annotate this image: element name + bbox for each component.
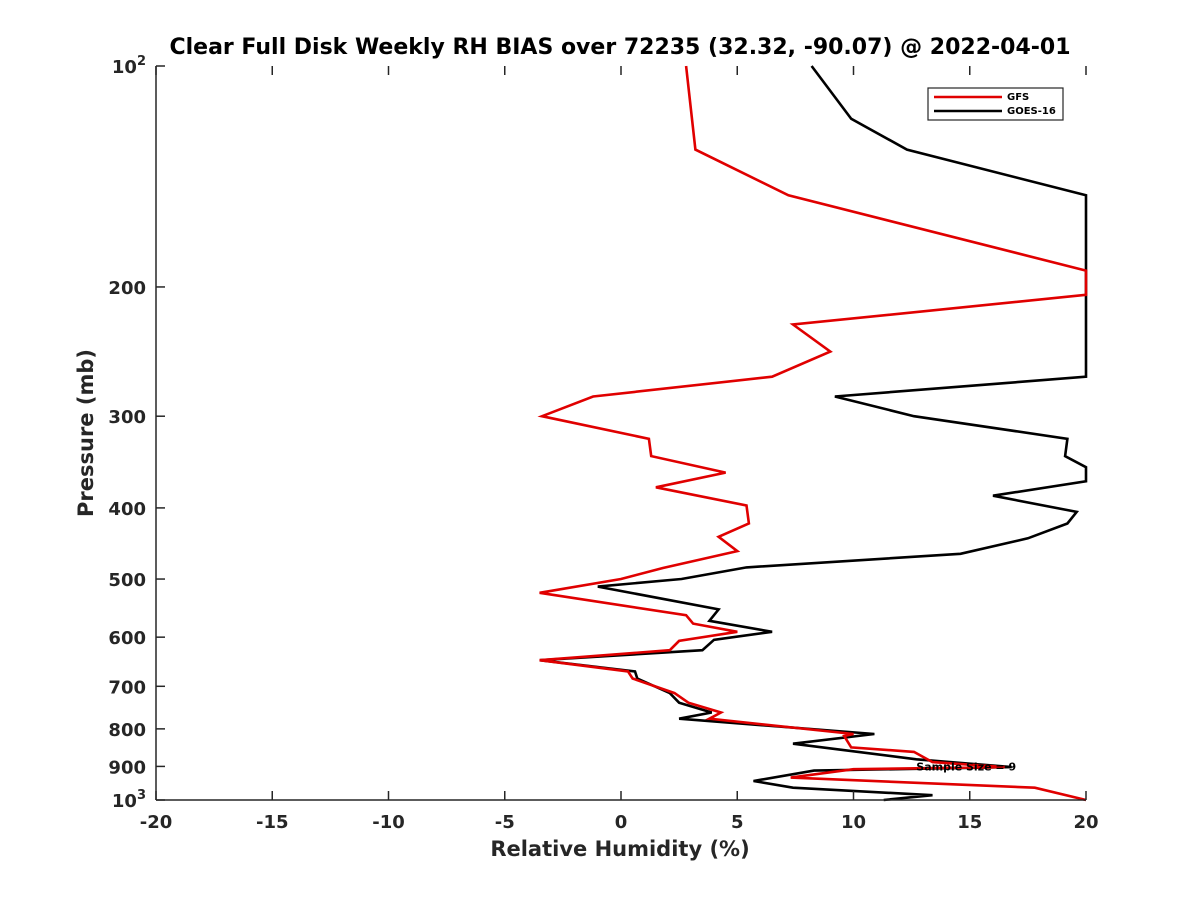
sample-size-annotation: Sample Size = 9 (916, 760, 1016, 773)
series-layer (537, 65, 1088, 802)
x-tick-label-3: -5 (495, 812, 515, 833)
y-tick-label-2: 300 (108, 407, 146, 428)
y-tick-label-5: 600 (108, 628, 146, 649)
y-axis-label: Pressure (mb) (74, 349, 98, 517)
y-ticks: 102 200 300 400 500 600 700 800 900 103 (108, 54, 165, 812)
x-tick-label-6: 10 (841, 812, 866, 833)
x-tick-label-1: -15 (256, 812, 289, 833)
x-tick-label-4: 0 (615, 812, 628, 833)
x-ticks: -20 -15 -10 -5 0 5 10 15 20 (140, 66, 1099, 833)
plot-area: -20 -15 -10 -5 0 5 10 15 20 102 200 300 400 500 600 70… (108, 54, 1098, 833)
x-axis-label: Relative Humidity (%) (490, 837, 749, 861)
x-tick-label-7: 15 (957, 812, 982, 833)
legend-label-goes16: GOES-16 (1007, 106, 1056, 117)
y-tick-label-1: 200 (108, 278, 146, 299)
y-tick-label-8: 900 (108, 757, 146, 778)
series-line-gfs (537, 65, 1088, 802)
series-line-goes-16 (539, 65, 1088, 802)
x-tick-label-5: 5 (731, 812, 744, 833)
y-tick-label-9: 103 (112, 788, 146, 812)
legend-box (927, 87, 1064, 121)
x-tick-label-0: -20 (140, 812, 173, 833)
y-tick-label-0: 102 (112, 54, 146, 78)
y-tick-label-3: 400 (108, 499, 146, 520)
y-tick-label-4: 500 (108, 570, 146, 591)
y-tick-label-6: 700 (108, 677, 146, 698)
chart-title: Clear Full Disk Weekly RH BIAS over 7223… (169, 35, 1070, 60)
legend-label-gfs: GFS (1007, 92, 1029, 103)
x-tick-label-2: -10 (372, 812, 405, 833)
legend: GFS GOES-16 (927, 87, 1064, 121)
x-tick-label-8: 20 (1073, 812, 1098, 833)
y-tick-label-7: 800 (108, 720, 146, 741)
